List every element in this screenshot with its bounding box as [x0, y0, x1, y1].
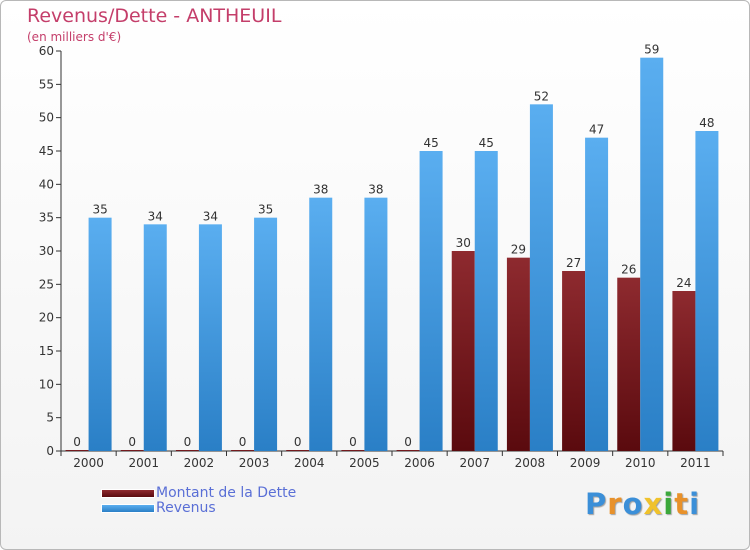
bar-revenue — [254, 217, 278, 451]
data-label-revenue: 59 — [644, 43, 659, 57]
x-tick-label: 2000 — [73, 456, 104, 470]
data-label-revenue: 45 — [479, 136, 494, 150]
bar-revenue — [198, 224, 222, 451]
bar-debt — [286, 450, 310, 451]
logo-letter: x — [643, 487, 664, 521]
y-tick-label: 30 — [39, 244, 54, 258]
bar-revenue — [143, 224, 167, 451]
y-tick-label: 40 — [39, 177, 54, 191]
bar-revenue — [585, 137, 609, 451]
x-tick-label: 2002 — [184, 456, 215, 470]
y-tick-label: 60 — [39, 44, 54, 58]
bar-revenue — [529, 104, 553, 451]
legend-label-debt: Montant de la Dette — [156, 485, 297, 501]
bar-debt — [451, 251, 475, 451]
x-tick-label: 2009 — [570, 456, 601, 470]
data-label-debt: 0 — [128, 435, 136, 449]
x-tick-label: 2004 — [294, 456, 325, 470]
bar-revenue — [364, 197, 388, 451]
y-tick-label: 50 — [39, 111, 54, 125]
x-tick-label: 2010 — [625, 456, 656, 470]
x-tick-label: 2001 — [128, 456, 159, 470]
y-tick-label: 55 — [39, 77, 54, 91]
bar-revenue — [474, 151, 498, 451]
bar-revenue — [640, 57, 664, 452]
legend-swatch-revenue — [101, 504, 155, 513]
bar-debt — [65, 450, 89, 451]
data-label-debt: 27 — [566, 256, 581, 270]
data-label-revenue: 35 — [92, 203, 107, 217]
logo-letter: i — [663, 487, 675, 521]
y-tick-label: 5 — [46, 411, 54, 425]
logo-letter: r — [607, 487, 623, 521]
proxiti-logo: Proxiti — [585, 487, 700, 521]
y-tick-label: 45 — [39, 144, 54, 158]
data-label-debt: 0 — [184, 435, 192, 449]
x-tick-label: 2003 — [239, 456, 270, 470]
bar-debt — [341, 450, 365, 451]
y-tick-label: 15 — [39, 344, 54, 358]
logo-letter: o — [622, 487, 644, 521]
bar-debt — [506, 257, 530, 451]
bar-debt — [396, 450, 420, 451]
bar-revenue — [419, 151, 443, 451]
y-tick-label: 0 — [46, 444, 54, 458]
bar-debt — [617, 277, 641, 451]
logo-letter: t — [674, 487, 690, 521]
legend-label-revenue: Revenus — [156, 500, 216, 516]
data-label-revenue: 34 — [203, 209, 218, 223]
data-label-debt: 0 — [294, 435, 302, 449]
data-label-revenue: 34 — [148, 209, 163, 223]
bar-revenue — [309, 197, 333, 451]
bar-debt — [175, 450, 199, 451]
bar-revenue — [695, 131, 719, 451]
data-label-revenue: 38 — [313, 183, 328, 197]
y-tick-label: 35 — [39, 211, 54, 225]
data-label-revenue: 45 — [423, 136, 438, 150]
data-label-debt: 24 — [676, 276, 691, 290]
bar-revenue — [88, 217, 112, 451]
x-tick-label: 2007 — [459, 456, 490, 470]
x-tick-label: 2006 — [404, 456, 435, 470]
data-label-revenue: 38 — [368, 183, 383, 197]
data-label-revenue: 52 — [534, 89, 549, 103]
data-label-revenue: 35 — [258, 203, 273, 217]
bar-debt — [672, 291, 696, 451]
x-tick-label: 2008 — [515, 456, 546, 470]
x-tick-label: 2011 — [680, 456, 711, 470]
logo-letter: i — [689, 487, 701, 521]
chart-subtitle: (en milliers d'€) — [27, 30, 122, 44]
bar-debt — [120, 450, 144, 451]
data-label-debt: 0 — [73, 435, 81, 449]
y-tick-label: 10 — [39, 377, 54, 391]
data-label-revenue: 48 — [699, 116, 714, 130]
bar-debt — [231, 450, 255, 451]
data-label-debt: 29 — [511, 243, 526, 257]
chart-title: Revenus/Dette - ANTHEUIL — [27, 5, 282, 27]
data-label-debt: 30 — [456, 236, 471, 250]
data-label-debt: 0 — [404, 435, 412, 449]
data-label-debt: 26 — [621, 263, 636, 277]
legend-swatch-debt — [101, 489, 155, 498]
data-label-revenue: 47 — [589, 123, 604, 137]
data-label-debt: 0 — [239, 435, 247, 449]
data-label-debt: 0 — [349, 435, 357, 449]
x-tick-label: 2005 — [349, 456, 380, 470]
y-tick-label: 20 — [39, 311, 54, 325]
logo-letter: P — [585, 487, 608, 521]
y-tick-label: 25 — [39, 277, 54, 291]
bar-debt — [562, 271, 586, 451]
